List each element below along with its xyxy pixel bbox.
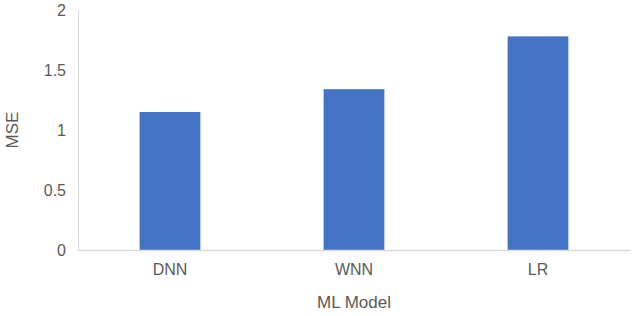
bar xyxy=(140,112,201,250)
y-axis: 0 0.5 1 1.5 2 xyxy=(44,2,79,259)
y-tick-label: 0.5 xyxy=(44,182,66,199)
chart: 0 0.5 1 1.5 2 DNN WNN LR ML Model MSE xyxy=(0,0,640,316)
y-tick-label: 1.5 xyxy=(44,62,66,79)
x-axis-title: ML Model xyxy=(317,293,391,312)
y-axis-line xyxy=(78,11,79,251)
x-tick-label: WNN xyxy=(335,261,373,278)
y-tick: 0.5 xyxy=(44,182,78,199)
bar xyxy=(508,36,569,250)
y-axis-title: MSE xyxy=(3,112,22,149)
x-axis-line xyxy=(79,250,631,252)
bars xyxy=(140,36,569,250)
plot: 0 0.5 1 1.5 2 DNN WNN LR xyxy=(44,2,631,279)
y-tick-label: 1 xyxy=(57,122,66,139)
x-axis: DNN WNN LR xyxy=(79,250,631,278)
bar xyxy=(324,89,385,250)
x-tick: DNN xyxy=(153,250,188,278)
y-tick: 2 xyxy=(57,2,78,19)
x-tick-label: DNN xyxy=(153,261,188,278)
x-tick: WNN xyxy=(335,250,373,278)
x-tick: LR xyxy=(528,250,548,278)
y-tick: 1 xyxy=(57,122,78,139)
x-tick-label: LR xyxy=(528,261,548,278)
y-tick: 1.5 xyxy=(44,62,78,79)
y-tick: 0 xyxy=(57,242,78,259)
y-tick-label: 0 xyxy=(57,242,66,259)
y-tick-label: 2 xyxy=(57,2,66,19)
